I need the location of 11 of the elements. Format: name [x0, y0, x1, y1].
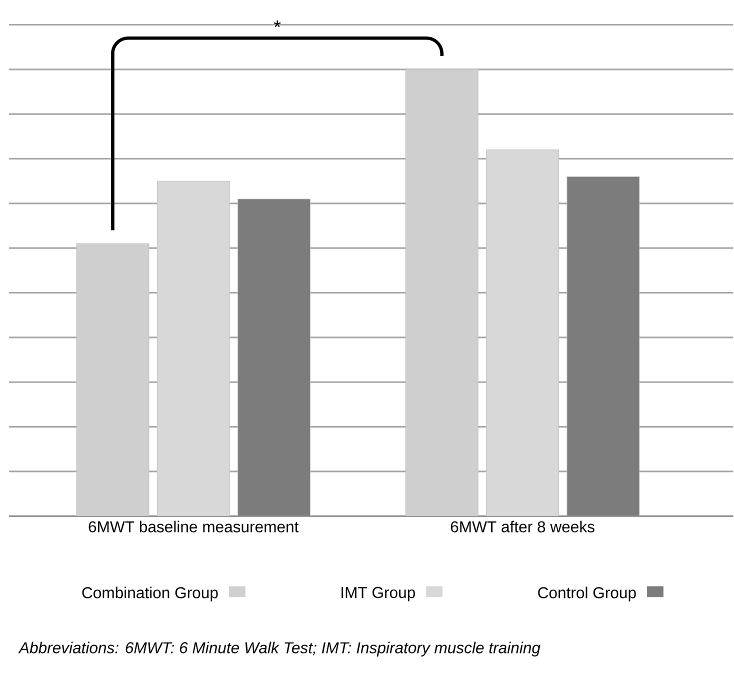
text: Abbreviations: 6MWT: 6 Minute Walk Test; IMT: Inspiratory muscle training: [18, 642, 540, 657]
x-tick-label: 6MWT baseline measurement: [88, 520, 299, 532]
bar: [405, 69, 478, 516]
bar: [156, 180, 230, 516]
legend-label: Combination Group: [82, 586, 218, 602]
legend-label: Control Group: [538, 586, 636, 602]
bar: [486, 150, 560, 516]
text: *: [274, 20, 281, 28]
bar: [76, 243, 150, 516]
x-tick-label: 6MWT after 8 weeks: [450, 520, 594, 532]
legend-label: IMT Group: [342, 587, 415, 602]
